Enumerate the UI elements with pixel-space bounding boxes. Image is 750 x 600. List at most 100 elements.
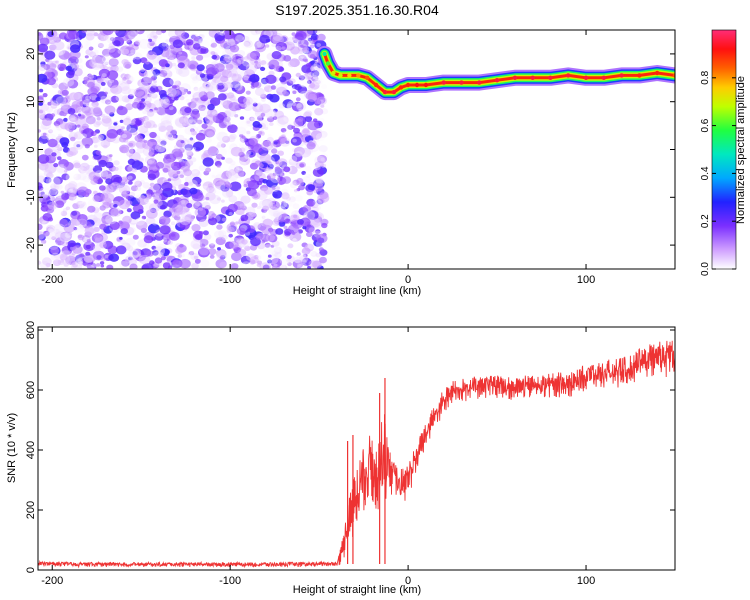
- noise-cell: [78, 261, 84, 266]
- noise-cell: [292, 259, 304, 269]
- noise-cell: [120, 176, 130, 185]
- noise-cell: [52, 94, 64, 104]
- noise-cell: [173, 96, 179, 101]
- noise-cell: [291, 125, 296, 129]
- noise-cell: [104, 99, 111, 105]
- noise-cell: [248, 210, 254, 215]
- noise-cell: [133, 87, 145, 97]
- noise-cell: [252, 102, 258, 107]
- noise-cell: [88, 171, 100, 181]
- noise-cell: [81, 201, 87, 205]
- noise-cell: [227, 71, 239, 81]
- noise-cell: [154, 107, 158, 111]
- noise-cell: [96, 263, 101, 267]
- colorbar-ticks: 0.0 0.2 0.4 0.6 0.8: [700, 70, 736, 276]
- noise-cell: [190, 239, 202, 249]
- noise-cell: [230, 112, 242, 122]
- noise-cell: [228, 233, 233, 238]
- noise-cell: [125, 103, 134, 111]
- noise-cell: [267, 134, 272, 138]
- noise-cell: [147, 173, 157, 181]
- noise-cell: [243, 183, 248, 188]
- noise-cell: [146, 250, 154, 257]
- noise-cell: [95, 150, 102, 156]
- noise-cell: [216, 164, 221, 168]
- noise-cell: [113, 122, 118, 126]
- noise-cell: [110, 174, 123, 184]
- noise-cell: [304, 115, 313, 123]
- noise-cell: [190, 97, 198, 104]
- snr-x-label: Height of straight line (km): [293, 584, 421, 596]
- noise-cell: [54, 46, 66, 56]
- noise-cell: [245, 90, 251, 95]
- noise-cell: [202, 157, 214, 167]
- noise-cell: [251, 202, 258, 208]
- noise-cell: [241, 56, 246, 61]
- noise-cell: [119, 239, 126, 245]
- noise-cell: [196, 54, 204, 61]
- noise-cell: [177, 254, 182, 258]
- noise-cell: [214, 230, 224, 239]
- noise-cell: [306, 231, 313, 237]
- noise-cell: [152, 220, 158, 226]
- noise-cell: [48, 129, 54, 134]
- noise-cell: [69, 50, 81, 60]
- noise-cell: [207, 211, 215, 217]
- noise-cell: [104, 105, 116, 115]
- noise-cell: [259, 199, 271, 210]
- noise-cell: [63, 77, 75, 87]
- noise-cell: [80, 201, 86, 206]
- noise-cell: [203, 136, 216, 147]
- noise-cell: [53, 183, 58, 188]
- noise-cell: [293, 146, 305, 156]
- noise-cell: [260, 93, 267, 100]
- noise-cell: [315, 177, 324, 185]
- noise-cell: [215, 214, 227, 224]
- noise-cell: [81, 30, 87, 33]
- noise-cell: [219, 31, 226, 36]
- noise-cell: [314, 59, 320, 64]
- noise-cell: [215, 153, 223, 160]
- noise-cell: [279, 76, 287, 83]
- noise-cell: [262, 63, 268, 68]
- noise-cell: [195, 132, 206, 141]
- noise-cell: [241, 135, 246, 139]
- noise-cell: [128, 118, 137, 126]
- noise-cell: [175, 139, 186, 148]
- noise-cell: [273, 263, 278, 267]
- noise-cell: [76, 144, 81, 148]
- noise-cell: [305, 173, 311, 178]
- noise-cell: [108, 48, 121, 58]
- noise-cell: [73, 131, 84, 140]
- noise-cell: [75, 258, 84, 265]
- noise-cell: [218, 93, 227, 101]
- noise-cell: [147, 223, 160, 234]
- noise-cell: [254, 160, 263, 167]
- noise-cell: [136, 238, 146, 246]
- noise-cell: [244, 154, 250, 160]
- noise-cell: [227, 37, 238, 47]
- noise-cell: [65, 206, 71, 211]
- noise-cell: [84, 255, 94, 263]
- noise-cell: [190, 111, 201, 120]
- noise-cell: [321, 222, 328, 229]
- noise-cell: [219, 256, 224, 260]
- noise-cell: [178, 159, 182, 163]
- noise-cell: [243, 75, 250, 81]
- noise-cell: [287, 262, 292, 267]
- noise-cell: [83, 264, 95, 269]
- noise-cell: [105, 178, 113, 185]
- noise-cell: [187, 155, 192, 160]
- noise-cell: [275, 198, 288, 209]
- noise-cell: [199, 185, 210, 194]
- noise-cell: [304, 243, 315, 252]
- noise-cell: [87, 81, 95, 89]
- noise-cell: [229, 133, 237, 140]
- noise-cell: [206, 120, 213, 126]
- snr-x-ticks: -200 -100 0 100: [41, 327, 595, 587]
- noise-cell: [183, 169, 192, 177]
- noise-cell: [113, 166, 119, 171]
- noise-cell: [312, 167, 324, 177]
- noise-cell: [301, 259, 307, 264]
- noise-cell: [222, 48, 234, 59]
